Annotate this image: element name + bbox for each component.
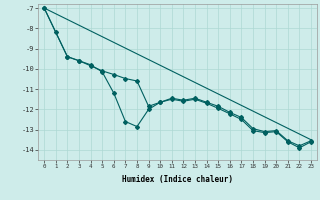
- X-axis label: Humidex (Indice chaleur): Humidex (Indice chaleur): [122, 175, 233, 184]
